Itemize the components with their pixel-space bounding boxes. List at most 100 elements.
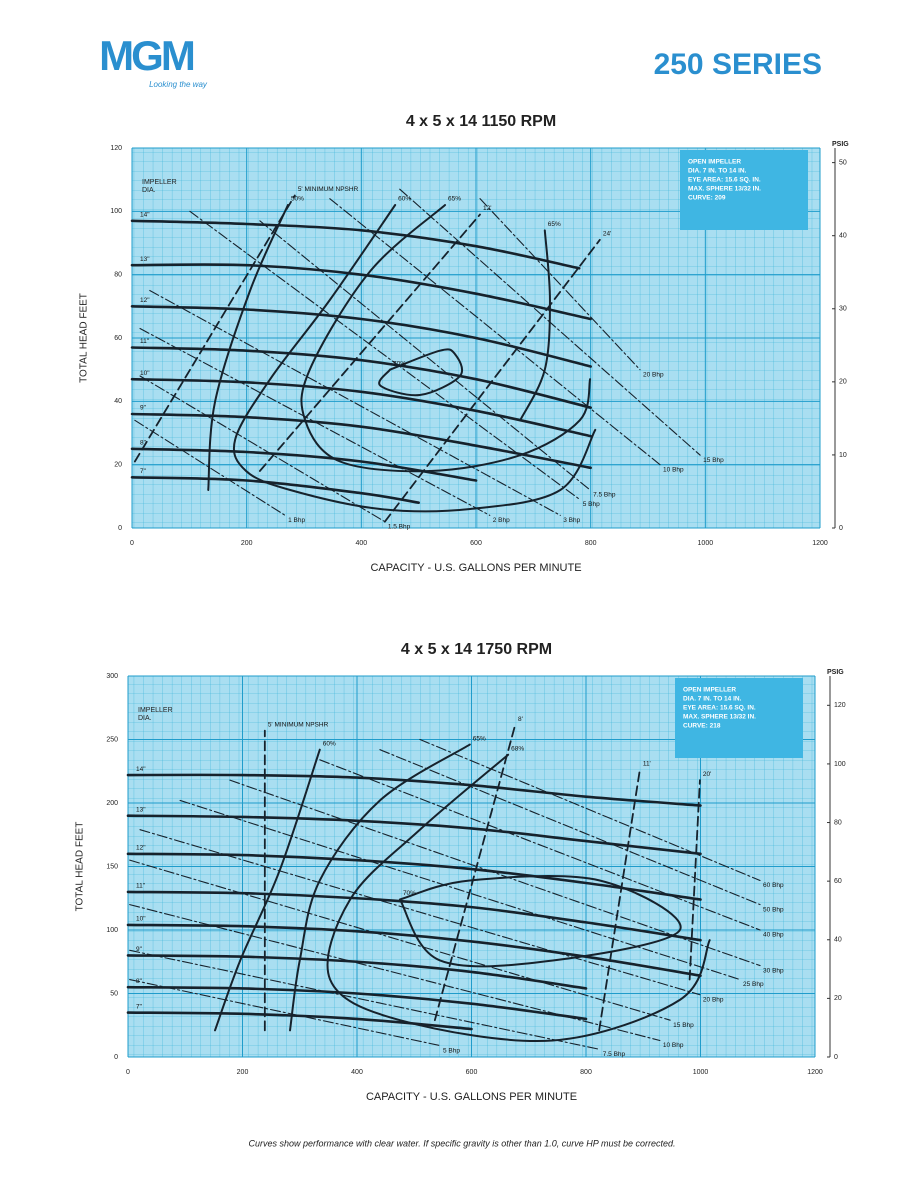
curve-label: 5' MINIMUM NPSHR	[268, 721, 329, 728]
curve-impeller	[126, 814, 702, 856]
curve-impeller	[126, 954, 588, 990]
curve-impeller	[130, 412, 592, 470]
curve-bhp	[399, 188, 701, 456]
y-tick-label: 50	[110, 990, 118, 997]
curve-bhp	[259, 220, 591, 491]
y2-tick-label: 10	[839, 452, 847, 459]
curve-npsh	[598, 769, 641, 1032]
x-tick-label: 0	[126, 1069, 130, 1076]
y-tick-label: 20	[114, 462, 122, 469]
curve-label: 11"	[140, 338, 150, 345]
info-line: EYE AREA: 15.6 SQ. IN.	[688, 177, 761, 184]
curve-label: 70%	[393, 360, 406, 367]
curve-efficiency	[326, 753, 711, 1042]
y2-axis-label: PSIG	[827, 669, 844, 676]
curve-impeller	[130, 476, 420, 504]
x-tick-label: 1200	[807, 1069, 823, 1076]
curve-efficiency	[398, 874, 682, 968]
curve-bhp	[479, 198, 641, 371]
curve-npsh	[688, 779, 701, 981]
curve-label: 2 Bhp	[493, 517, 510, 524]
y2-tick-label: 20	[834, 995, 842, 1002]
curve-label: 12'	[483, 205, 491, 212]
curve-label: 20'	[703, 771, 711, 778]
curve-label: 7.5 Bhp	[593, 492, 616, 499]
y-axis-label: TOTAL HEAD FEET	[79, 293, 90, 383]
x-tick-label: 1000	[693, 1069, 709, 1076]
curve-efficiency	[289, 743, 471, 1032]
curve-bhp	[229, 779, 761, 967]
y-tick-label: 200	[106, 800, 118, 807]
y-tick-label: 80	[114, 272, 122, 279]
curve-label: 5' MINIMUM NPSHR	[298, 186, 359, 193]
curve-bhp	[134, 419, 286, 516]
curve-label: 65%	[448, 196, 461, 203]
curve-label: 12"	[140, 297, 150, 304]
x-tick-label: 600	[466, 1069, 478, 1076]
curve-npsh	[433, 724, 516, 1022]
x-tick-label: 400	[351, 1069, 363, 1076]
curve-bhp	[179, 799, 741, 981]
curve-label: 15 Bhp	[703, 457, 724, 464]
y-tick-label: 300	[106, 673, 118, 680]
y-tick-label: 250	[106, 736, 118, 743]
curve-impeller	[130, 377, 592, 438]
curve-label: 13"	[136, 806, 146, 813]
x-tick-label: 800	[585, 540, 597, 547]
curve-bhp	[129, 859, 671, 1021]
y-tick-label: 100	[106, 927, 118, 934]
y2-tick-label: 60	[834, 878, 842, 885]
y2-tick-label: 100	[834, 761, 846, 768]
curve-label: 11"	[136, 883, 146, 890]
curve-bhp	[329, 198, 661, 466]
x-tick-label: 1000	[698, 540, 714, 547]
y-tick-label: 60	[114, 335, 122, 342]
curve-efficiency	[519, 229, 551, 422]
curve-bhp	[189, 210, 581, 501]
logo: MGM	[99, 32, 194, 79]
curve-npsh	[383, 238, 601, 523]
info-line: MAX. SPHERE 13/32 IN.	[688, 186, 761, 193]
curve-label: 10"	[140, 370, 150, 377]
y-tick-label: 40	[114, 398, 122, 405]
y2-tick-label: 120	[834, 702, 846, 709]
curve-npsh	[258, 213, 481, 472]
curve-label: 30 Bhp	[763, 967, 784, 974]
curve-label: 8'	[518, 716, 523, 723]
curve-label: 24'	[603, 231, 611, 238]
curve-bhp	[129, 904, 661, 1042]
info-line: DIA. 7 IN. TO 14 IN.	[688, 168, 747, 175]
info-line: EYE AREA: 15.6 SQ. IN.	[683, 705, 756, 712]
curve-impeller	[126, 1011, 473, 1031]
x-tick-label: 0	[130, 540, 134, 547]
info-line: DIA. 7 IN. TO 14 IN.	[683, 696, 742, 703]
curve-label: 20 Bhp	[703, 996, 724, 1003]
info-line: MAX. SPHERE 13/32 IN.	[683, 714, 756, 721]
curve-bhp	[149, 289, 561, 516]
curve-label: 1 Bhp	[288, 517, 305, 524]
curve-impeller	[126, 852, 702, 901]
chart-title: 4 x 5 x 14 1750 RPM	[401, 641, 552, 658]
x-tick-label: 800	[580, 1069, 592, 1076]
impeller-header: IMPELLER	[142, 179, 177, 186]
curve-npsh	[133, 194, 296, 463]
y2-tick-label: 50	[839, 159, 847, 166]
curve-label: 60%	[323, 740, 336, 747]
curve-label: 10 Bhp	[663, 1042, 684, 1049]
impeller-header: DIA.	[138, 715, 152, 722]
curve-bhp	[129, 978, 441, 1047]
y2-tick-label: 40	[834, 937, 842, 944]
curve-label: 13"	[140, 256, 150, 263]
series-title: 250 SERIES	[654, 48, 822, 81]
curve-label: 7"	[136, 1003, 143, 1010]
y-tick-label: 120	[110, 145, 122, 152]
curve-impeller	[126, 773, 702, 807]
curve-bhp	[129, 949, 601, 1050]
curve-label: 9"	[136, 946, 143, 953]
y-axis-label: TOTAL HEAD FEET	[75, 822, 86, 912]
curve-label: 5 Bhp	[583, 501, 600, 508]
curve-bhp	[319, 759, 761, 931]
curve-efficiency	[207, 204, 289, 491]
curve-label: 50 Bhp	[763, 906, 784, 913]
curve-label: 14"	[140, 212, 150, 219]
